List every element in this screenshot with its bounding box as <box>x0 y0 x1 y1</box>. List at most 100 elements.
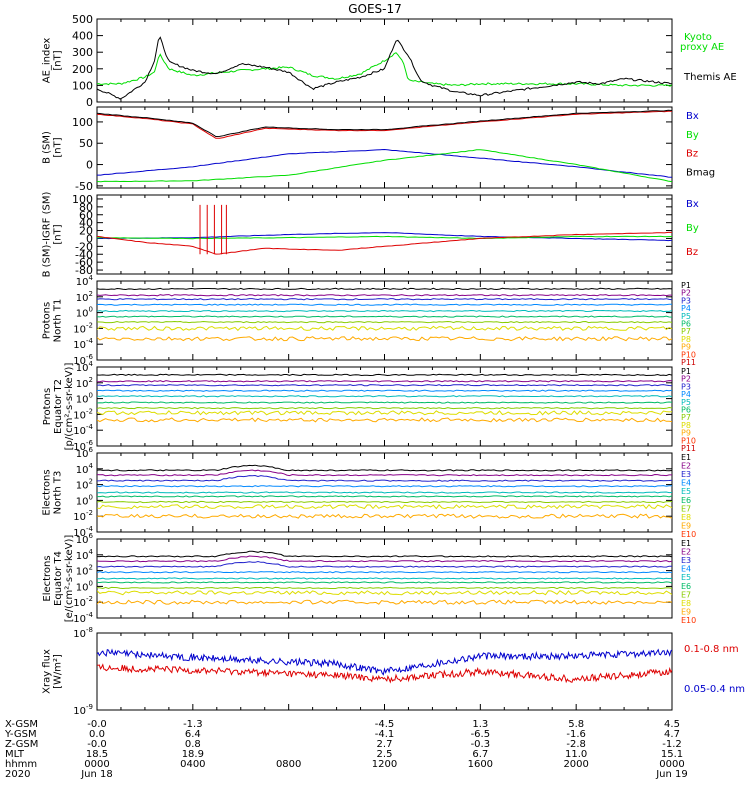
x-row-label: X-GSM <box>5 719 38 730</box>
series-line-2 <box>97 149 672 183</box>
y-tick-label: 104 <box>76 274 94 288</box>
panel-frame <box>96 280 673 361</box>
channel-label: P2 <box>681 289 691 298</box>
x-axis-value: 6.7 <box>472 749 488 760</box>
y-tick-label: -60 <box>75 256 93 269</box>
channel-label: E6 <box>681 582 691 591</box>
x-axis-value: 11.0 <box>565 749 587 760</box>
channel-label: P3 <box>681 296 691 305</box>
y-tick-label: 10-2 <box>73 321 93 335</box>
series-line-1 <box>97 663 672 684</box>
channel-label: E4 <box>681 479 691 488</box>
channel-label: E7 <box>681 504 691 513</box>
y-tick-label: 100 <box>72 79 93 92</box>
x-axis-value: 0.0 <box>89 729 105 740</box>
channel-trace <box>97 474 672 482</box>
y-tick-label: 500 <box>72 13 93 26</box>
panel-frame <box>96 18 673 103</box>
y-tick-label: 0 <box>86 159 93 172</box>
y-tick-label: 100 <box>72 116 93 129</box>
y-tick-label: 0 <box>86 96 93 109</box>
channel-label: P4 <box>681 304 691 313</box>
figure-title: GOES-17 <box>348 2 402 16</box>
legend-entry: proxy AE <box>680 42 724 53</box>
y-tick-label: 0 <box>86 232 93 245</box>
x-row-label: 2020 <box>5 769 30 780</box>
legend-entry: Themis AE <box>683 72 737 83</box>
y-tick-label: -40 <box>75 248 93 261</box>
channel-trace <box>97 410 672 416</box>
series-line-4 <box>97 109 672 138</box>
plot-area <box>97 373 672 423</box>
channel-label: E9 <box>681 607 691 616</box>
x-axis-value: 15.1 <box>661 749 683 760</box>
channel-trace <box>97 550 672 558</box>
x-axis-value: 1600 <box>468 759 493 770</box>
channel-trace <box>97 373 672 377</box>
channel-label: P10 <box>681 350 696 359</box>
y-axis-label: Equator T2 <box>53 379 64 434</box>
channel-label: P11 <box>681 444 696 453</box>
y-axis-label: B (SM)-IGRF (SM) <box>42 192 53 278</box>
channel-label: P1 <box>681 367 691 376</box>
y-tick-label: 10-4 <box>73 423 93 437</box>
x-axis-value: 6.4 <box>185 729 201 740</box>
x-row-label: Y-GSM <box>4 729 37 740</box>
x-axis-value: -4.5 <box>375 719 395 730</box>
y-axis-label: [p/(cm²-s-sr-keV)] <box>64 363 75 451</box>
channel-trace <box>97 336 672 342</box>
plot-area <box>97 36 672 100</box>
y-axis-label: [nT] <box>53 50 64 70</box>
channel-label: P6 <box>681 406 691 415</box>
plot-area <box>97 464 672 519</box>
y-tick-label: 10-4 <box>73 337 93 351</box>
x-axis-value: 0800 <box>276 759 301 770</box>
y-tick-label: 10-2 <box>73 595 93 609</box>
channel-trace <box>97 504 672 510</box>
y-axis-label: Electrons <box>42 555 53 601</box>
y-tick-label: 50 <box>79 137 93 150</box>
y-tick-label: 102 <box>76 564 93 578</box>
y-tick-label: 80 <box>79 201 93 214</box>
plot-area <box>97 109 672 183</box>
channel-label: E5 <box>681 573 691 582</box>
x-axis-value: 2.7 <box>377 739 393 750</box>
channel-trace <box>97 500 672 504</box>
y-tick-label: 10-6 <box>73 353 93 367</box>
y-axis-label: [e/(cm²-s-sr-keV)] <box>64 535 75 623</box>
channel-label: E5 <box>681 487 691 496</box>
channel-label: E2 <box>681 548 691 557</box>
channel-label: E1 <box>681 453 691 462</box>
x-axis-value: 1.3 <box>472 719 488 730</box>
channel-label: E8 <box>681 599 691 608</box>
y-tick-label: 100 <box>72 193 93 206</box>
y-axis-label: [nT] <box>53 224 64 244</box>
x-axis-value: 0.8 <box>185 739 201 750</box>
channel-trace <box>97 384 672 387</box>
channel-label: P8 <box>681 421 691 430</box>
y-tick-label: 10-2 <box>73 407 93 421</box>
x-row-label: MLT <box>5 749 25 760</box>
channel-label: E2 <box>681 462 691 471</box>
channel-trace <box>97 590 672 596</box>
channel-label: P7 <box>681 413 691 422</box>
legend-entry: 0.1-0.8 nm <box>684 644 739 655</box>
channel-trace <box>97 586 672 590</box>
legend-entry: Bx <box>686 199 699 210</box>
series-line-3 <box>97 110 672 139</box>
panel-frame <box>96 106 673 189</box>
y-tick-label: 106 <box>76 446 94 460</box>
channel-trace <box>97 298 672 301</box>
channel-label: E10 <box>681 530 696 539</box>
x-axis-value: -2.8 <box>566 739 586 750</box>
channel-label: P7 <box>681 327 691 336</box>
series-line-1 <box>97 52 672 87</box>
series-line-3 <box>97 231 672 255</box>
plot-area <box>97 550 672 605</box>
panel-2: -50 0 50 100 B (SM) [nT] Bx By Bz Bmag <box>42 106 715 193</box>
channel-label: P5 <box>681 312 691 321</box>
y-tick-label: 10-6 <box>73 439 93 453</box>
x-axis-value: 18.9 <box>182 749 204 760</box>
channel-label: P2 <box>681 375 691 384</box>
